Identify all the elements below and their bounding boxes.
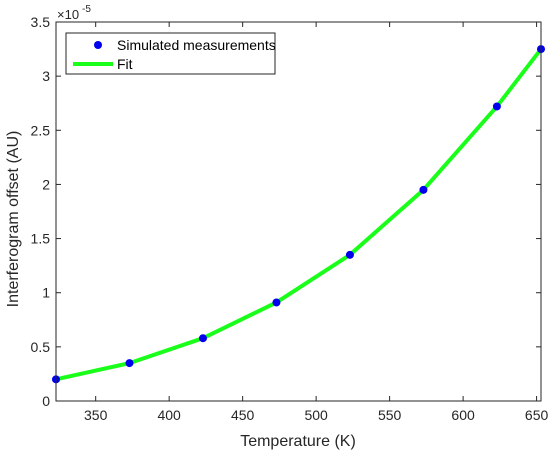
x-tick-label: 650 bbox=[525, 407, 549, 423]
y-tick-label: 1.5 bbox=[31, 231, 51, 247]
legend-label-measurements: Simulated measurements bbox=[117, 37, 276, 53]
y-tick-label: 0 bbox=[42, 393, 50, 409]
x-tick-label: 450 bbox=[231, 407, 255, 423]
x-tick-label: 350 bbox=[84, 407, 108, 423]
y-axis-exponent: ×10 -5 bbox=[57, 4, 91, 22]
axes: 350 400 450 500 550 600 650 0 0.5 1 1.5 2 2.5 3 3.5 bbox=[31, 14, 549, 423]
exponent-power: -5 bbox=[82, 4, 91, 15]
plot-area bbox=[56, 22, 541, 401]
x-axis-title: Temperature (K) bbox=[240, 433, 356, 450]
data-point-measurement bbox=[125, 359, 134, 368]
legend-box bbox=[65, 32, 276, 75]
x-tick-label: 500 bbox=[304, 407, 328, 423]
x-tick-label: 600 bbox=[451, 407, 475, 423]
legend-label-fit: Fit bbox=[117, 56, 133, 72]
exponent-base: ×10 bbox=[57, 7, 79, 22]
chart-marks bbox=[52, 45, 545, 384]
fit-line bbox=[55, 47, 543, 382]
y-axis-title: Interferogram offset (AU) bbox=[5, 131, 22, 308]
y-tick-label: 2 bbox=[42, 176, 50, 192]
y-tick-label: 0.5 bbox=[31, 339, 51, 355]
plot-background bbox=[56, 22, 541, 401]
data-point-measurement bbox=[272, 298, 281, 307]
y-tick-label: 3.5 bbox=[31, 14, 51, 30]
x-tick-label: 400 bbox=[157, 407, 181, 423]
y-tick-label: 3 bbox=[42, 68, 50, 84]
y-tick-label: 1 bbox=[42, 285, 50, 301]
data-point-measurement bbox=[345, 250, 354, 259]
data-point-measurement bbox=[419, 185, 428, 194]
data-point-measurement bbox=[198, 334, 207, 343]
data-point-measurement bbox=[492, 102, 501, 111]
x-tick-label: 550 bbox=[378, 407, 402, 423]
legend-marker-measurements bbox=[94, 41, 102, 49]
axes-box bbox=[55, 21, 542, 402]
legend: Simulated measurements Fit bbox=[65, 32, 276, 75]
y-tick-label: 2.5 bbox=[31, 122, 51, 138]
